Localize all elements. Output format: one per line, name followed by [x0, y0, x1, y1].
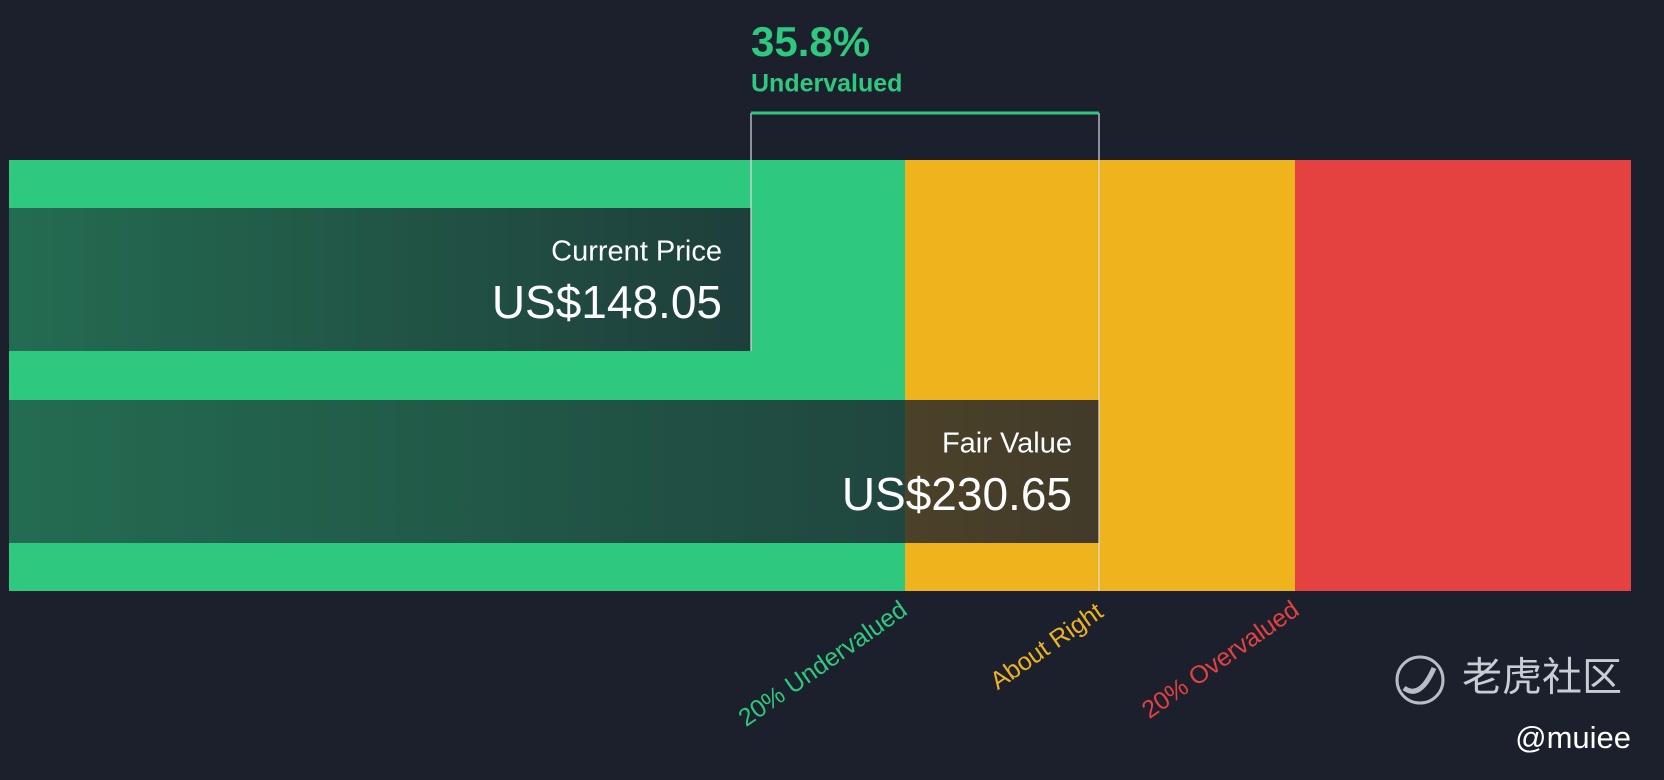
watermark-icon-mark [1402, 666, 1437, 694]
fair-value-bar [9, 400, 1099, 543]
current-price-bar [9, 208, 751, 351]
current-price-title: Current Price [551, 236, 722, 268]
current-price-value: US$148.05 [492, 276, 722, 328]
discount-value: 35.8% [751, 18, 870, 65]
watermark-user: @muiee [1515, 720, 1631, 755]
watermark-brand: 老虎社区 [1462, 656, 1622, 700]
zone-overvalued [1295, 160, 1631, 591]
discount-status: Undervalued [751, 70, 902, 98]
fair-value-value: US$230.65 [842, 468, 1072, 520]
fair-value-title: Fair Value [942, 428, 1072, 460]
watermark-icon [1395, 655, 1445, 705]
